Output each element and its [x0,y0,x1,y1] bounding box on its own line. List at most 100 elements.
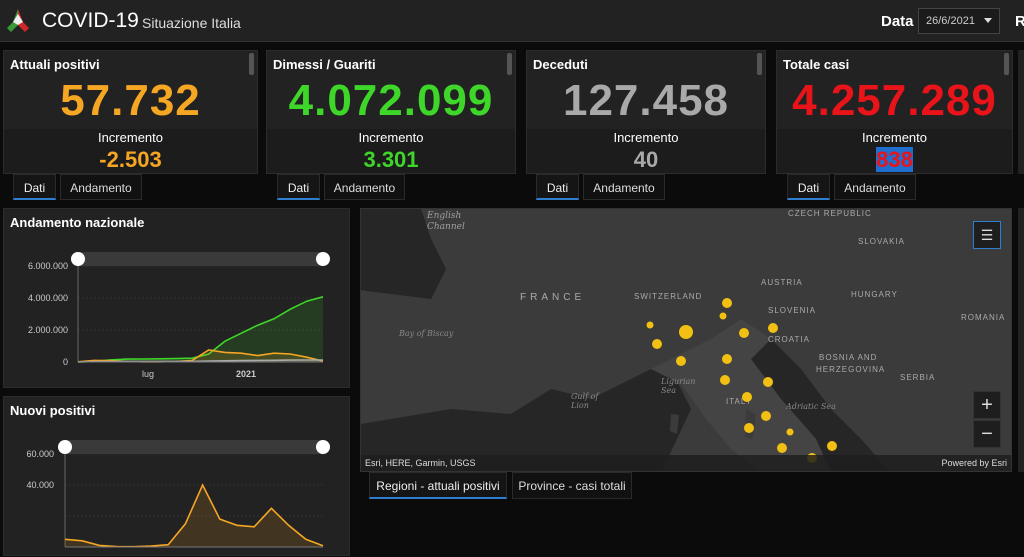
y-tick-label: 0 [62,357,68,367]
range-slider-handle[interactable] [71,252,85,266]
scrollbar[interactable] [249,53,254,75]
map-label: Ligurian Sea [661,377,696,395]
map-label: HERZEGOVINA [816,365,886,374]
region-marker [676,356,686,366]
increment-value: 40 [633,147,659,172]
tab-dati[interactable]: Dati [536,174,579,200]
region-marker [722,298,732,308]
x-tick-label: 2021 [236,369,257,379]
tab-andamento[interactable]: Andamento [583,174,665,200]
range-slider-track [65,440,323,454]
y-tick-label: 60.000 [26,449,54,459]
region-marker [742,392,752,402]
andamento-chart [71,252,330,363]
map-label: HUNGARY [851,290,898,299]
scrollbar[interactable] [1004,53,1009,75]
map-label: SLOVENIA [768,306,817,315]
map-label: CZECH REPUBLIC [788,209,872,218]
range-slider-handle[interactable] [316,440,330,454]
app-subtitle: Situazione Italia [142,15,241,31]
zoom-in-button[interactable]: + [973,391,1001,419]
range-slider-handle[interactable] [316,252,330,266]
map-label: CROATIA [768,335,810,344]
range-slider-handle[interactable] [58,440,72,454]
card-value: 4.257.289 [792,76,997,125]
tab-andamento[interactable]: Andamento [834,174,916,200]
map-basemap [361,209,1011,471]
region-markers [646,298,837,463]
increment-value: 838 [876,147,913,172]
date-value: 26/6/2021 [926,15,975,27]
card-title: Deceduti [533,57,588,72]
tab-dati[interactable]: Dati [787,174,830,200]
tab-dati[interactable]: Dati [13,174,56,200]
card-dimessi-guariti: Dimessi / Guariti 4.072.099 Incremento 3… [266,50,516,174]
map-label: SERBIA [900,373,936,382]
series-line [77,359,323,363]
map-attribution: Esri, HERE, Garmin, USGS Powered by Esri [361,455,1011,471]
scrollbar[interactable] [507,53,512,75]
region-marker [827,441,837,451]
map-label: ITALY [726,397,753,406]
date-dropdown[interactable]: 26/6/2021 [918,8,1000,34]
y-tick-label: 4.000.000 [27,293,68,303]
chevron-down-icon [984,18,992,23]
region-marker [761,411,771,421]
tab-dati[interactable]: Dati [277,174,320,200]
map-label: ROMANIA [961,313,1006,322]
map-view[interactable]: English Channel CZECH REPUBLIC SLOVAKIA … [360,208,1012,472]
increment-label: Incremento [358,130,424,145]
card-title: Dimessi / Guariti [273,57,376,72]
map-label: English Channel [427,211,465,232]
card-value: 127.458 [562,76,730,125]
card-value: 57.732 [60,76,201,125]
region-marker [768,323,778,333]
region-marker [763,377,773,387]
increment-label: Incremento [97,130,164,145]
region-marker [679,325,693,339]
card-deceduti: Deceduti 127.458 Incremento 40 [526,50,766,174]
app-header: COVID-19 Situazione Italia Data 26/6/202… [0,0,1024,42]
map-label: BOSNIA AND [819,353,878,362]
increment-label: Incremento [861,130,928,145]
region-marker [719,312,727,320]
region-marker [652,339,662,349]
card-title: Totale casi [783,57,850,72]
region-marker [739,328,749,338]
card-totale-casi: Totale casi 4.257.289 Incremento 838 [776,50,1013,174]
tab-regioni[interactable]: Regioni - attuali positivi [369,472,507,499]
region-marker [744,423,754,433]
card-title: Attuali positivi [10,57,100,72]
attribution-text: Esri, HERE, Garmin, USGS [365,458,476,468]
tab-andamento[interactable]: Andamento [324,174,405,200]
region-marker [777,443,787,453]
y-tick-label: 6.000.000 [27,261,68,271]
zoom-out-button[interactable]: − [973,420,1001,448]
series-area [65,485,323,547]
region-marker [722,354,732,364]
region-marker [720,375,730,385]
nuovi-positivi-chart [58,440,330,548]
legend-list-icon[interactable]: ☰ [973,221,1001,249]
map-label: SLOVAKIA [858,237,905,246]
chart-title: Nuovi positivi [10,403,96,418]
cut-off-label: R [1015,13,1024,30]
region-marker [646,321,654,329]
map-label: Gulf of Lion [571,392,599,410]
increment-value: 3.301 [363,147,419,172]
card-attuali-positivi: Attuali positivi 57.732 Incremento -2.50… [3,50,258,174]
increment-value: -2.503 [99,147,162,172]
y-tick-label: 40.000 [26,480,54,490]
card-value: 4.072.099 [288,76,494,125]
tab-andamento[interactable]: Andamento [60,174,142,200]
tab-province[interactable]: Province - casi totali [512,472,632,499]
map-label: FRANCE [520,292,586,303]
map-label: SWITZERLAND [634,292,703,301]
chart-title: Andamento nazionale [10,215,145,230]
powered-by-esri-link[interactable]: Powered by Esri [941,458,1007,468]
region-marker [786,428,794,436]
date-label: Data [881,13,914,30]
series-area [78,296,323,362]
scrollbar[interactable] [757,53,762,75]
nuovi-positivi-panel: Nuovi positivi 60.000 40.000 [3,396,350,556]
